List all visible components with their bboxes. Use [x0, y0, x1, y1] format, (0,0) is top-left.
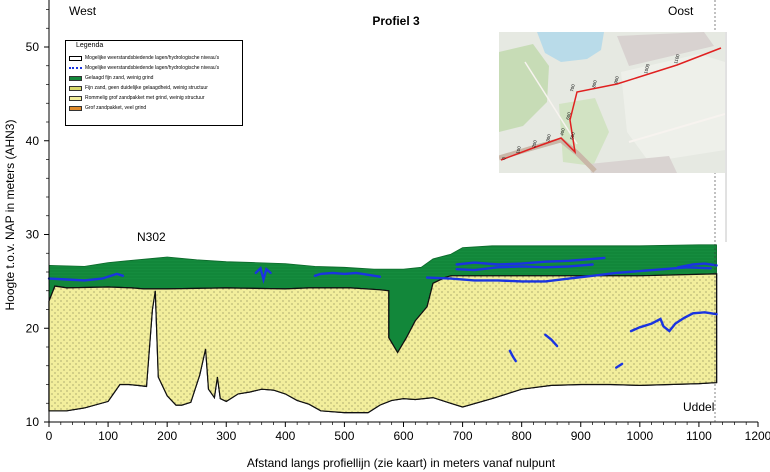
map-built-area-2 — [589, 156, 677, 173]
y-tick-label: 20 — [26, 321, 40, 335]
y-tick-label: 50 — [26, 40, 40, 54]
x-tick-label: 1100 — [686, 429, 712, 443]
x-ticks: 0 100 200 300 400 500 600 700 800 900 1000 1100 1200 — [46, 422, 770, 443]
soil-layers — [48, 229, 718, 414]
sky-mask — [49, 229, 717, 270]
x-tick-label: 400 — [275, 429, 295, 443]
map-distance-label: 900 — [613, 75, 620, 84]
map-distance-label: 600 — [565, 111, 572, 120]
legend-item: Fijn zand, geen duidelijke gelaagdheid, … — [69, 83, 208, 93]
x-tick-label: 700 — [453, 429, 473, 443]
legend-label: Fijn zand, geen duidelijke gelaagdheid, … — [85, 85, 208, 91]
map-distance-label: 0 — [501, 156, 507, 160]
y-ticks: 10 20 30 40 50 — [26, 9, 49, 429]
hydrological-lines — [47, 256, 718, 369]
ground-surface — [48, 244, 717, 270]
x-tick-label: 300 — [216, 429, 236, 443]
place-label: Uddel — [683, 400, 714, 414]
y-axis-label: Hoogte t.o.v. NAP in meters (AHN3) — [3, 120, 17, 311]
y-tick-label: 10 — [26, 415, 40, 429]
x-tick-label: 1000 — [626, 429, 653, 443]
road-label: N302 — [137, 230, 166, 244]
map-distance-label: 1000 — [643, 63, 651, 74]
inset-map-drawing: 0 100 200 300 400 500 600 700 800 900 1000 1100 — [499, 32, 725, 173]
map-distance-label: 800 — [591, 79, 598, 88]
inset-map: 0 100 200 300 400 500 600 700 800 900 1000 1100 — [499, 32, 725, 173]
legend-label: Grof zandpakket, veel grind — [85, 105, 147, 111]
hydro-line-10 — [544, 333, 559, 348]
legend-item: Grof zandpakket, veel grind — [69, 103, 146, 113]
map-road-2 — [628, 113, 725, 143]
x-axis-label: Afstand langs profiellijn (zie kaart) in… — [247, 456, 556, 470]
profile-line — [500, 47, 722, 161]
legend-title: Legenda — [76, 42, 104, 49]
x-tick-label: 900 — [571, 429, 591, 443]
map-forest — [499, 44, 549, 132]
legend-item: Rommelig grof zandpakket met grind, wein… — [69, 93, 205, 103]
x-tick-label: 1200 — [745, 429, 770, 443]
x-tick-label: 200 — [157, 429, 177, 443]
x-tick-label: 500 — [334, 429, 354, 443]
x-tick-label: 600 — [393, 429, 413, 443]
legend: Legenda Mogelijke weerstandsbiedende lag… — [65, 40, 243, 126]
hydro-line-6 — [425, 266, 712, 283]
hydro-line-3 — [313, 271, 382, 278]
map-lake — [537, 32, 604, 62]
chart-title: Profiel 3 — [372, 14, 420, 28]
y-tick-label: 40 — [26, 134, 40, 148]
legend-label: Rommelig grof zandpakket met grind, wein… — [85, 95, 205, 101]
profile-distance-labels: 0 100 200 300 400 500 600 700 800 900 1000 1100 — [501, 53, 680, 160]
hydro-line-2 — [254, 266, 272, 285]
map-field — [621, 54, 725, 162]
map-distance-label: 700 — [569, 83, 576, 92]
x-tick-label: 100 — [98, 429, 118, 443]
legend-label: Gelaagd fijn zand, weinig grind — [85, 75, 154, 81]
map-road-3 — [524, 61, 578, 145]
hydro-line-9 — [508, 349, 517, 363]
west-label: West — [69, 4, 97, 18]
map-distance-label: 400 — [559, 127, 566, 136]
map-distance-label: 200 — [531, 139, 538, 148]
hydro-line-7 — [677, 262, 718, 269]
x-tick-label: 800 — [512, 429, 532, 443]
hydro-line-4 — [455, 256, 606, 266]
map-road — [499, 137, 597, 173]
x-tick-label: 0 — [46, 429, 53, 443]
legend-label: Mogelijke weerstandsbiedende lagen/hydro… — [85, 55, 220, 61]
legend-item: Mogelijke weerstandsbiedende lagen/hydro… — [69, 53, 219, 63]
legend-swatch — [69, 67, 82, 69]
hydro-line-5 — [455, 263, 594, 272]
legend-swatch — [69, 85, 82, 91]
legend-swatch — [69, 105, 82, 111]
map-distance-label: 100 — [515, 145, 522, 154]
legend-label: Mogelijke weerstandsbiedende lagen/hydro… — [85, 65, 220, 71]
hydro-line-11 — [615, 362, 624, 369]
y-tick-label: 30 — [26, 228, 40, 242]
map-distance-label: 1100 — [673, 53, 680, 64]
map-distance-label: 500 — [569, 131, 576, 140]
map-distance-label: 300 — [545, 133, 552, 142]
legend-swatch — [69, 95, 82, 101]
hydro-line-1 — [47, 272, 125, 282]
map-built-area — [617, 32, 714, 66]
oost-label: Oost — [668, 4, 694, 18]
legend-item: Gelaagd fijn zand, weinig grind — [69, 73, 153, 83]
legend-swatch — [69, 75, 82, 81]
legend-swatch — [69, 55, 82, 61]
hydro-line-8 — [629, 311, 718, 333]
soil-layer-2-top — [48, 273, 718, 414]
legend-item: Mogelijke weerstandsbiedende lagen/hydro… — [69, 63, 219, 73]
